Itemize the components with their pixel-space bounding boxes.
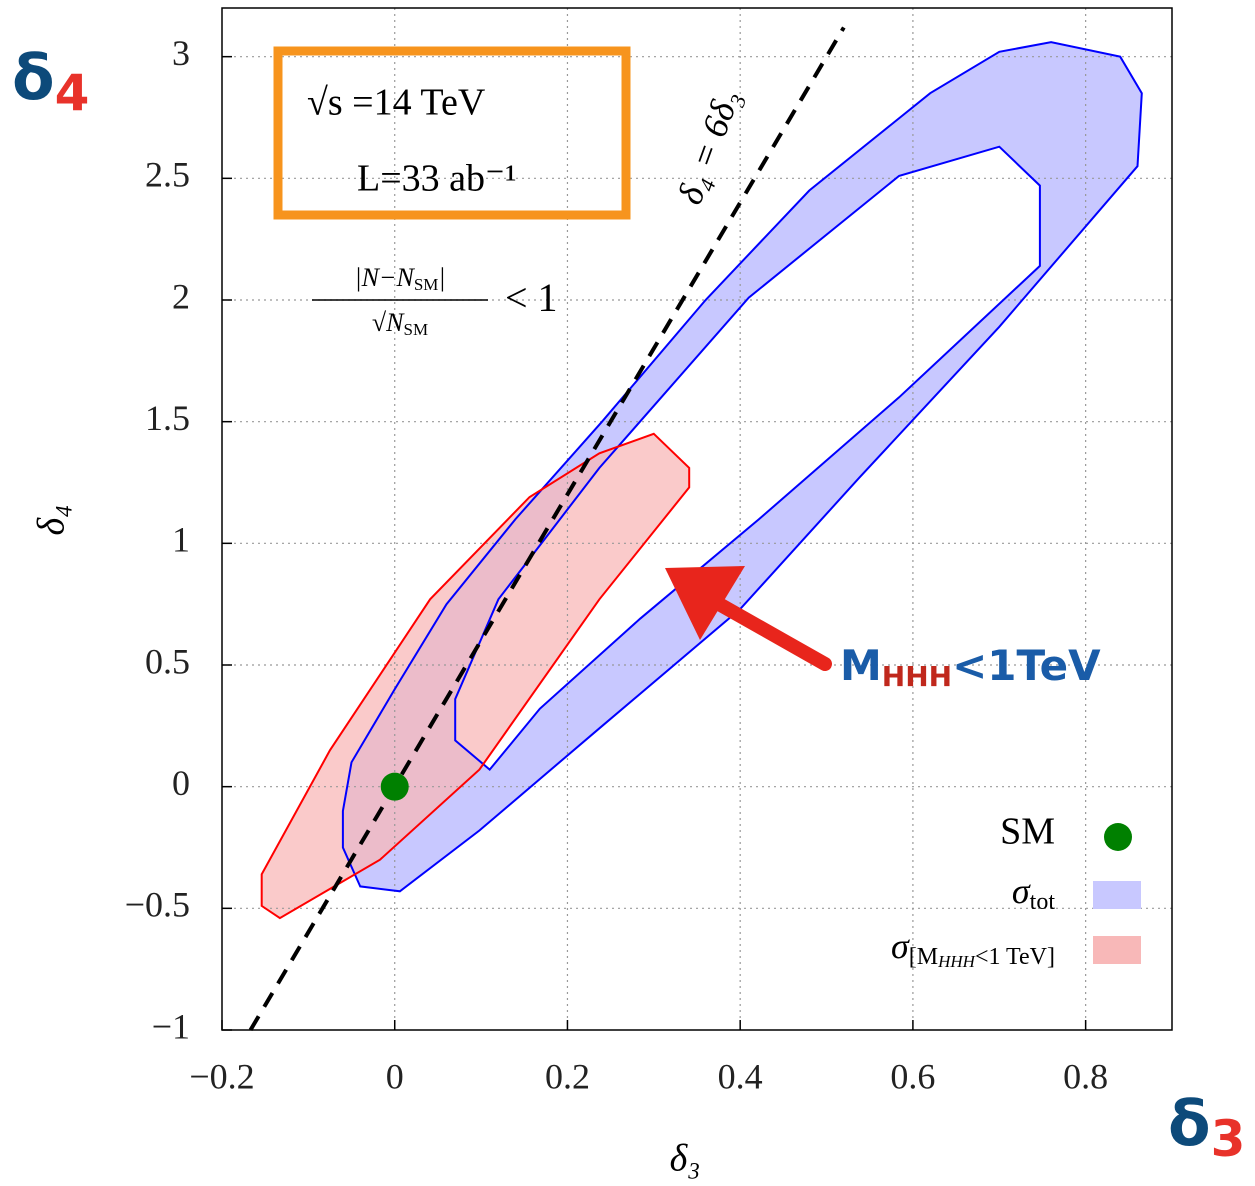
criterion-numerator: |N−NSM|	[354, 263, 445, 294]
y-tick-label: 1	[172, 520, 190, 560]
y-tick-label: 0.5	[145, 641, 190, 681]
legend-swatch	[1093, 936, 1141, 964]
criterion-denominator: √NSM	[372, 308, 428, 339]
y-tick-label: −1	[152, 1006, 190, 1046]
corner-index: 3	[1211, 1110, 1246, 1168]
text: √N	[372, 308, 405, 337]
energy-label: √s =14 TeV	[307, 82, 486, 124]
criterion: |N−NSM| √NSM < 1	[312, 263, 558, 339]
text: <1 TeV]	[975, 944, 1055, 970]
corner-symbol: δ	[1168, 1087, 1211, 1160]
x-axis-label: δ₃	[670, 1138, 701, 1180]
x-tick-label: −0.2	[189, 1056, 254, 1096]
text: tot	[1030, 889, 1056, 915]
text: |N−N	[354, 263, 415, 292]
line-label: δ₄ = 6δ₃	[669, 84, 747, 209]
x-tick-label: 0.2	[545, 1056, 590, 1096]
y-tick-label: 2	[172, 276, 190, 316]
criterion-relation: < 1	[505, 275, 558, 320]
x-tick-label: 0.4	[718, 1056, 763, 1096]
y-tick-label: 0	[172, 763, 190, 803]
cut-label: MHHH<1TeV	[840, 641, 1101, 694]
text: M	[840, 641, 882, 690]
text: SM	[404, 320, 429, 339]
chart: −0.200.20.40.60.8−1−0.500.511.522.53 δ₃ …	[0, 0, 1255, 1186]
y-tick-label: −0.5	[125, 885, 190, 925]
y-tick-label: 1.5	[145, 398, 190, 438]
sm-point	[381, 773, 409, 801]
corner-y-label: δ4	[12, 41, 89, 121]
text: HHH	[937, 952, 977, 971]
text: σ	[1012, 871, 1031, 911]
text: [M	[909, 944, 938, 970]
y-axis-label: δ₄	[31, 505, 73, 536]
corner-index: 4	[55, 64, 90, 122]
text: |	[438, 263, 445, 292]
arrow-shaft	[712, 600, 825, 664]
legend-label: σtot	[1012, 871, 1055, 914]
y-tick-label: 3	[172, 33, 190, 73]
corner-symbol: δ	[12, 41, 55, 114]
legend-swatch	[1104, 823, 1132, 851]
luminosity-label: L=33 ab⁻¹	[357, 158, 516, 200]
text: σ	[891, 926, 910, 966]
x-tick-label: 0.8	[1063, 1056, 1108, 1096]
legend-swatch	[1093, 881, 1141, 909]
x-tick-label: 0.6	[890, 1056, 935, 1096]
corner-x-label: δ3	[1168, 1087, 1245, 1167]
legend-label: σ[MHHH<1 TeV]	[891, 926, 1055, 971]
text: HHH	[882, 660, 952, 693]
text: <1TeV	[952, 641, 1101, 690]
x-tick-label: 0	[386, 1056, 404, 1096]
y-tick-label: 2.5	[145, 155, 190, 195]
legend-label: SM	[1000, 811, 1055, 853]
text: SM	[414, 275, 439, 294]
